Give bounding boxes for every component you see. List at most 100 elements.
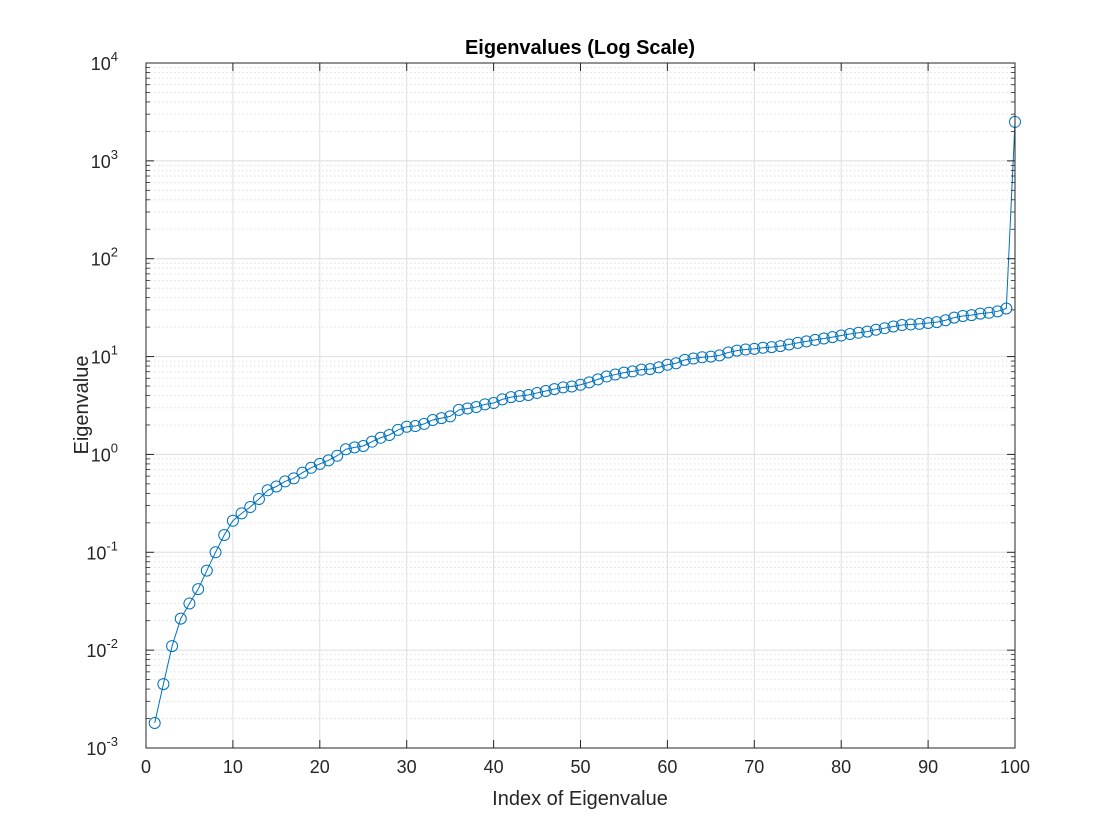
data-point-marker — [765, 341, 778, 354]
data-point-marker — [496, 393, 509, 406]
data-point-marker — [235, 507, 248, 520]
data-point-marker — [991, 305, 1004, 318]
x-tick-label: 0 — [141, 757, 151, 777]
x-axis-label: Index of Eigenvalue — [492, 788, 668, 810]
y-tick-label: 104 — [91, 49, 118, 74]
data-point-marker — [713, 349, 726, 362]
data-point-marker — [687, 352, 700, 365]
data-point-marker — [956, 309, 969, 322]
data-point-marker — [644, 363, 657, 376]
data-point-marker — [200, 564, 213, 577]
y-tick-label: 10-3 — [86, 734, 118, 759]
data-point-marker — [166, 640, 179, 653]
data-point-marker — [626, 365, 639, 378]
x-tick-label: 50 — [570, 757, 590, 777]
data-point-marker — [513, 390, 526, 403]
data-point-marker — [835, 329, 848, 342]
data-point-marker — [313, 457, 326, 470]
data-point-marker — [800, 335, 813, 348]
data-point-marker — [896, 319, 909, 332]
data-point-marker — [974, 307, 987, 320]
data-point-marker — [878, 322, 891, 335]
data-point-marker — [930, 316, 943, 329]
data-point-marker — [756, 341, 769, 354]
data-point-marker — [218, 529, 231, 542]
data-point-marker — [574, 378, 587, 391]
data-point-marker — [287, 472, 300, 485]
data-point-marker — [826, 331, 839, 344]
data-point-marker — [600, 370, 613, 383]
data-point-marker — [192, 583, 205, 596]
y-tick-labels: 10-3 10-2 10-1 100 101 102 103 104 — [86, 49, 118, 759]
data-point-marker — [817, 332, 830, 345]
data-point-marker — [487, 397, 500, 410]
y-axis-label: Eigenvalue — [71, 356, 93, 455]
data-point-marker — [922, 317, 935, 330]
data-point-marker — [696, 351, 709, 364]
data-point-marker — [148, 717, 161, 730]
data-point-marker — [913, 317, 926, 330]
grid-lines — [145, 62, 1016, 749]
data-point-marker — [539, 384, 552, 397]
data-point-marker — [565, 380, 578, 393]
data-point-marker — [861, 325, 874, 338]
data-series — [148, 115, 1021, 730]
data-point-marker — [843, 328, 856, 341]
x-tick-labels: 0 10 20 30 40 50 60 70 80 90 100 — [141, 757, 1030, 777]
chart-title: Eigenvalues (Log Scale) — [465, 37, 695, 59]
data-point-marker — [904, 318, 917, 331]
data-point-marker — [183, 597, 196, 610]
data-point-marker — [252, 493, 265, 506]
x-tick-label: 60 — [657, 757, 677, 777]
data-point-marker — [478, 398, 491, 411]
data-point-marker — [270, 480, 283, 493]
data-point-marker — [400, 420, 413, 433]
data-point-marker — [452, 403, 465, 416]
data-point-marker — [982, 306, 995, 319]
x-tick-label: 90 — [918, 757, 938, 777]
data-point-marker — [244, 501, 257, 514]
data-point-marker — [470, 401, 483, 414]
data-point-marker — [531, 386, 544, 399]
data-point-marker — [174, 612, 187, 625]
data-point-marker — [809, 333, 822, 346]
data-point-marker — [661, 358, 674, 371]
y-tick-label: 102 — [91, 245, 118, 270]
data-point-marker — [739, 343, 752, 356]
x-tick-label: 40 — [484, 757, 504, 777]
data-point-marker — [617, 366, 630, 379]
data-point-marker — [348, 441, 361, 454]
data-point-marker — [869, 323, 882, 336]
data-point-marker — [1000, 302, 1013, 315]
data-point-marker — [652, 361, 665, 374]
x-tick-label: 70 — [744, 757, 764, 777]
data-point-marker — [409, 420, 422, 433]
data-point-marker — [226, 514, 239, 527]
data-point-marker — [791, 336, 804, 349]
y-tick-label: 10-1 — [86, 538, 118, 563]
x-tick-label: 10 — [223, 757, 243, 777]
tick-marks — [145, 62, 1016, 749]
data-point-marker — [670, 357, 683, 370]
data-point-marker — [774, 340, 787, 353]
x-tick-label: 100 — [1000, 757, 1030, 777]
x-tick-label: 30 — [397, 757, 417, 777]
data-point-marker — [157, 678, 170, 691]
data-point-marker — [852, 326, 865, 339]
data-point-marker — [965, 309, 978, 322]
data-point-marker — [339, 443, 352, 456]
data-point-marker — [557, 381, 570, 394]
data-point-marker — [591, 373, 604, 386]
data-point-marker — [609, 368, 622, 381]
data-point-marker — [678, 353, 691, 366]
data-point-marker — [261, 484, 274, 497]
data-point-marker — [461, 402, 474, 415]
data-point-marker — [374, 431, 387, 444]
x-tick-label: 20 — [310, 757, 330, 777]
data-point-marker — [748, 342, 761, 355]
data-point-marker — [704, 350, 717, 363]
y-tick-label: 100 — [91, 440, 118, 465]
y-tick-label: 10-2 — [86, 636, 118, 661]
data-point-marker — [783, 338, 796, 351]
